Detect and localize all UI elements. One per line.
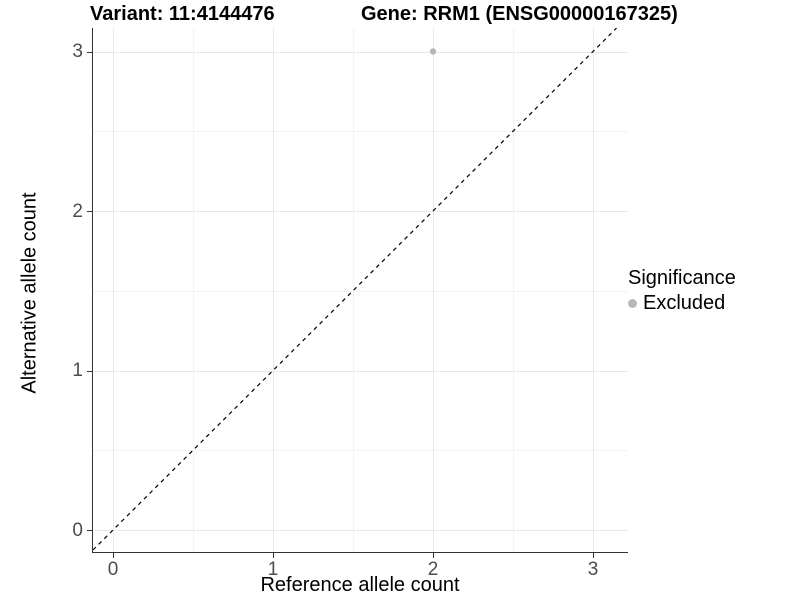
x-tick [113, 553, 115, 558]
y-tick [87, 370, 92, 372]
plot-panel [92, 28, 628, 553]
x-tick-label: 2 [427, 559, 439, 580]
legend-title: Significance [628, 267, 736, 289]
x-tick [433, 553, 435, 558]
data-points [429, 48, 437, 55]
gridline-x-major [113, 28, 114, 552]
y-tick [87, 51, 92, 53]
identity-dashed-line [93, 28, 617, 551]
y-tick-label: 3 [72, 41, 83, 62]
gene-title: Gene: RRM1 (ENSG00000167325) [361, 3, 678, 25]
y-axis-title: Alternative allele count [18, 192, 41, 394]
plot-overlay [93, 28, 617, 551]
y-tick [87, 211, 92, 213]
gridline-x-major [593, 28, 594, 552]
gridline-y-minor [93, 450, 628, 452]
gridline-x-major [433, 28, 434, 552]
x-tick-label: 3 [587, 559, 599, 580]
y-tick-label: 1 [72, 360, 83, 381]
data-point [429, 48, 437, 55]
x-tick [593, 553, 595, 558]
x-tick [273, 553, 275, 558]
gridline-y-major [93, 211, 628, 212]
legend-key-dot-icon [628, 299, 637, 308]
x-axis-title: Reference allele count [260, 574, 460, 596]
y-tick-label: 0 [72, 519, 83, 541]
gridline-y-major [93, 51, 628, 53]
legend-item: Excluded [628, 292, 736, 315]
gridline-y-minor [93, 131, 628, 133]
gridline-y-major [93, 370, 628, 372]
x-tick-label: 0 [107, 559, 119, 580]
legend-item-label: Excluded [643, 292, 726, 314]
gridline-x-minor [513, 28, 514, 552]
gridline-x-minor [193, 28, 194, 552]
x-tick-label: 1 [267, 559, 279, 580]
gridline-x-major [273, 28, 274, 552]
y-tick-label: 2 [72, 200, 83, 222]
legend: Significance Excluded [628, 267, 736, 315]
y-tick [87, 530, 92, 532]
gridline-y-minor [93, 290, 628, 292]
variant-title: Variant: 11:4144476 [90, 3, 275, 25]
gridline-y-major [93, 530, 628, 531]
